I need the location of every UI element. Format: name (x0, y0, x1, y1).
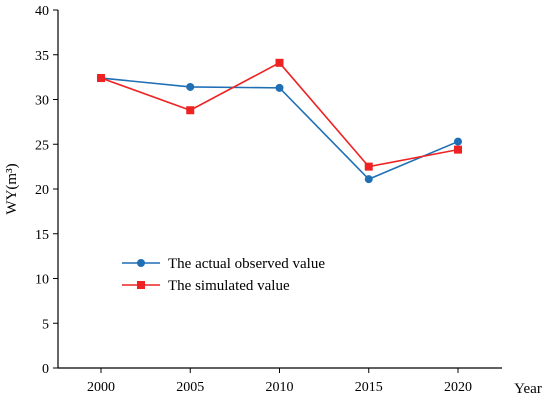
series-line (100, 61, 459, 168)
legend: The actual observed value The simulated v… (122, 256, 325, 294)
legend-marker (137, 281, 145, 289)
legend-item: The simulated value (122, 278, 290, 294)
legend-item: The actual observed value (122, 256, 325, 272)
data-point (186, 106, 195, 115)
legend-label: The simulated value (168, 278, 290, 294)
y-tick-label: 5 (42, 317, 49, 332)
data-point (454, 145, 462, 154)
y-tick-label: 15 (35, 228, 49, 243)
series-line (100, 77, 459, 181)
data-point (186, 82, 195, 91)
series-1 (97, 74, 462, 184)
x-tick-label: 2020 (444, 380, 472, 395)
y-tick-label: 40 (35, 4, 49, 19)
y-axis-title: WY(m³) (4, 163, 20, 214)
x-tick-label: 2015 (355, 380, 383, 395)
legend-marker (137, 259, 145, 267)
x-axis-title: Year (514, 381, 542, 397)
y-tick-label: 0 (42, 362, 49, 377)
y-tick-label: 25 (35, 138, 49, 153)
y-axis-ticks: 0 5 10 15 20 25 30 35 40 (35, 4, 58, 377)
series-2 (97, 58, 462, 171)
y-tick-label: 10 (35, 273, 49, 288)
data-point (454, 137, 462, 146)
x-tick-label: 2000 (87, 380, 115, 395)
data-point (97, 74, 105, 83)
y-tick-label: 35 (35, 49, 49, 64)
data-point (275, 83, 284, 92)
x-axis-ticks: 2000 2005 2010 2015 2020 (87, 368, 472, 395)
x-tick-label: 2005 (176, 380, 204, 395)
series-layer (97, 58, 462, 184)
data-point (364, 162, 373, 171)
data-point (364, 175, 373, 184)
y-tick-label: 30 (35, 94, 49, 109)
data-point (275, 58, 284, 67)
legend-label: The actual observed value (168, 256, 325, 272)
y-tick-label: 20 (35, 183, 49, 198)
x-tick-label: 2010 (266, 380, 294, 395)
